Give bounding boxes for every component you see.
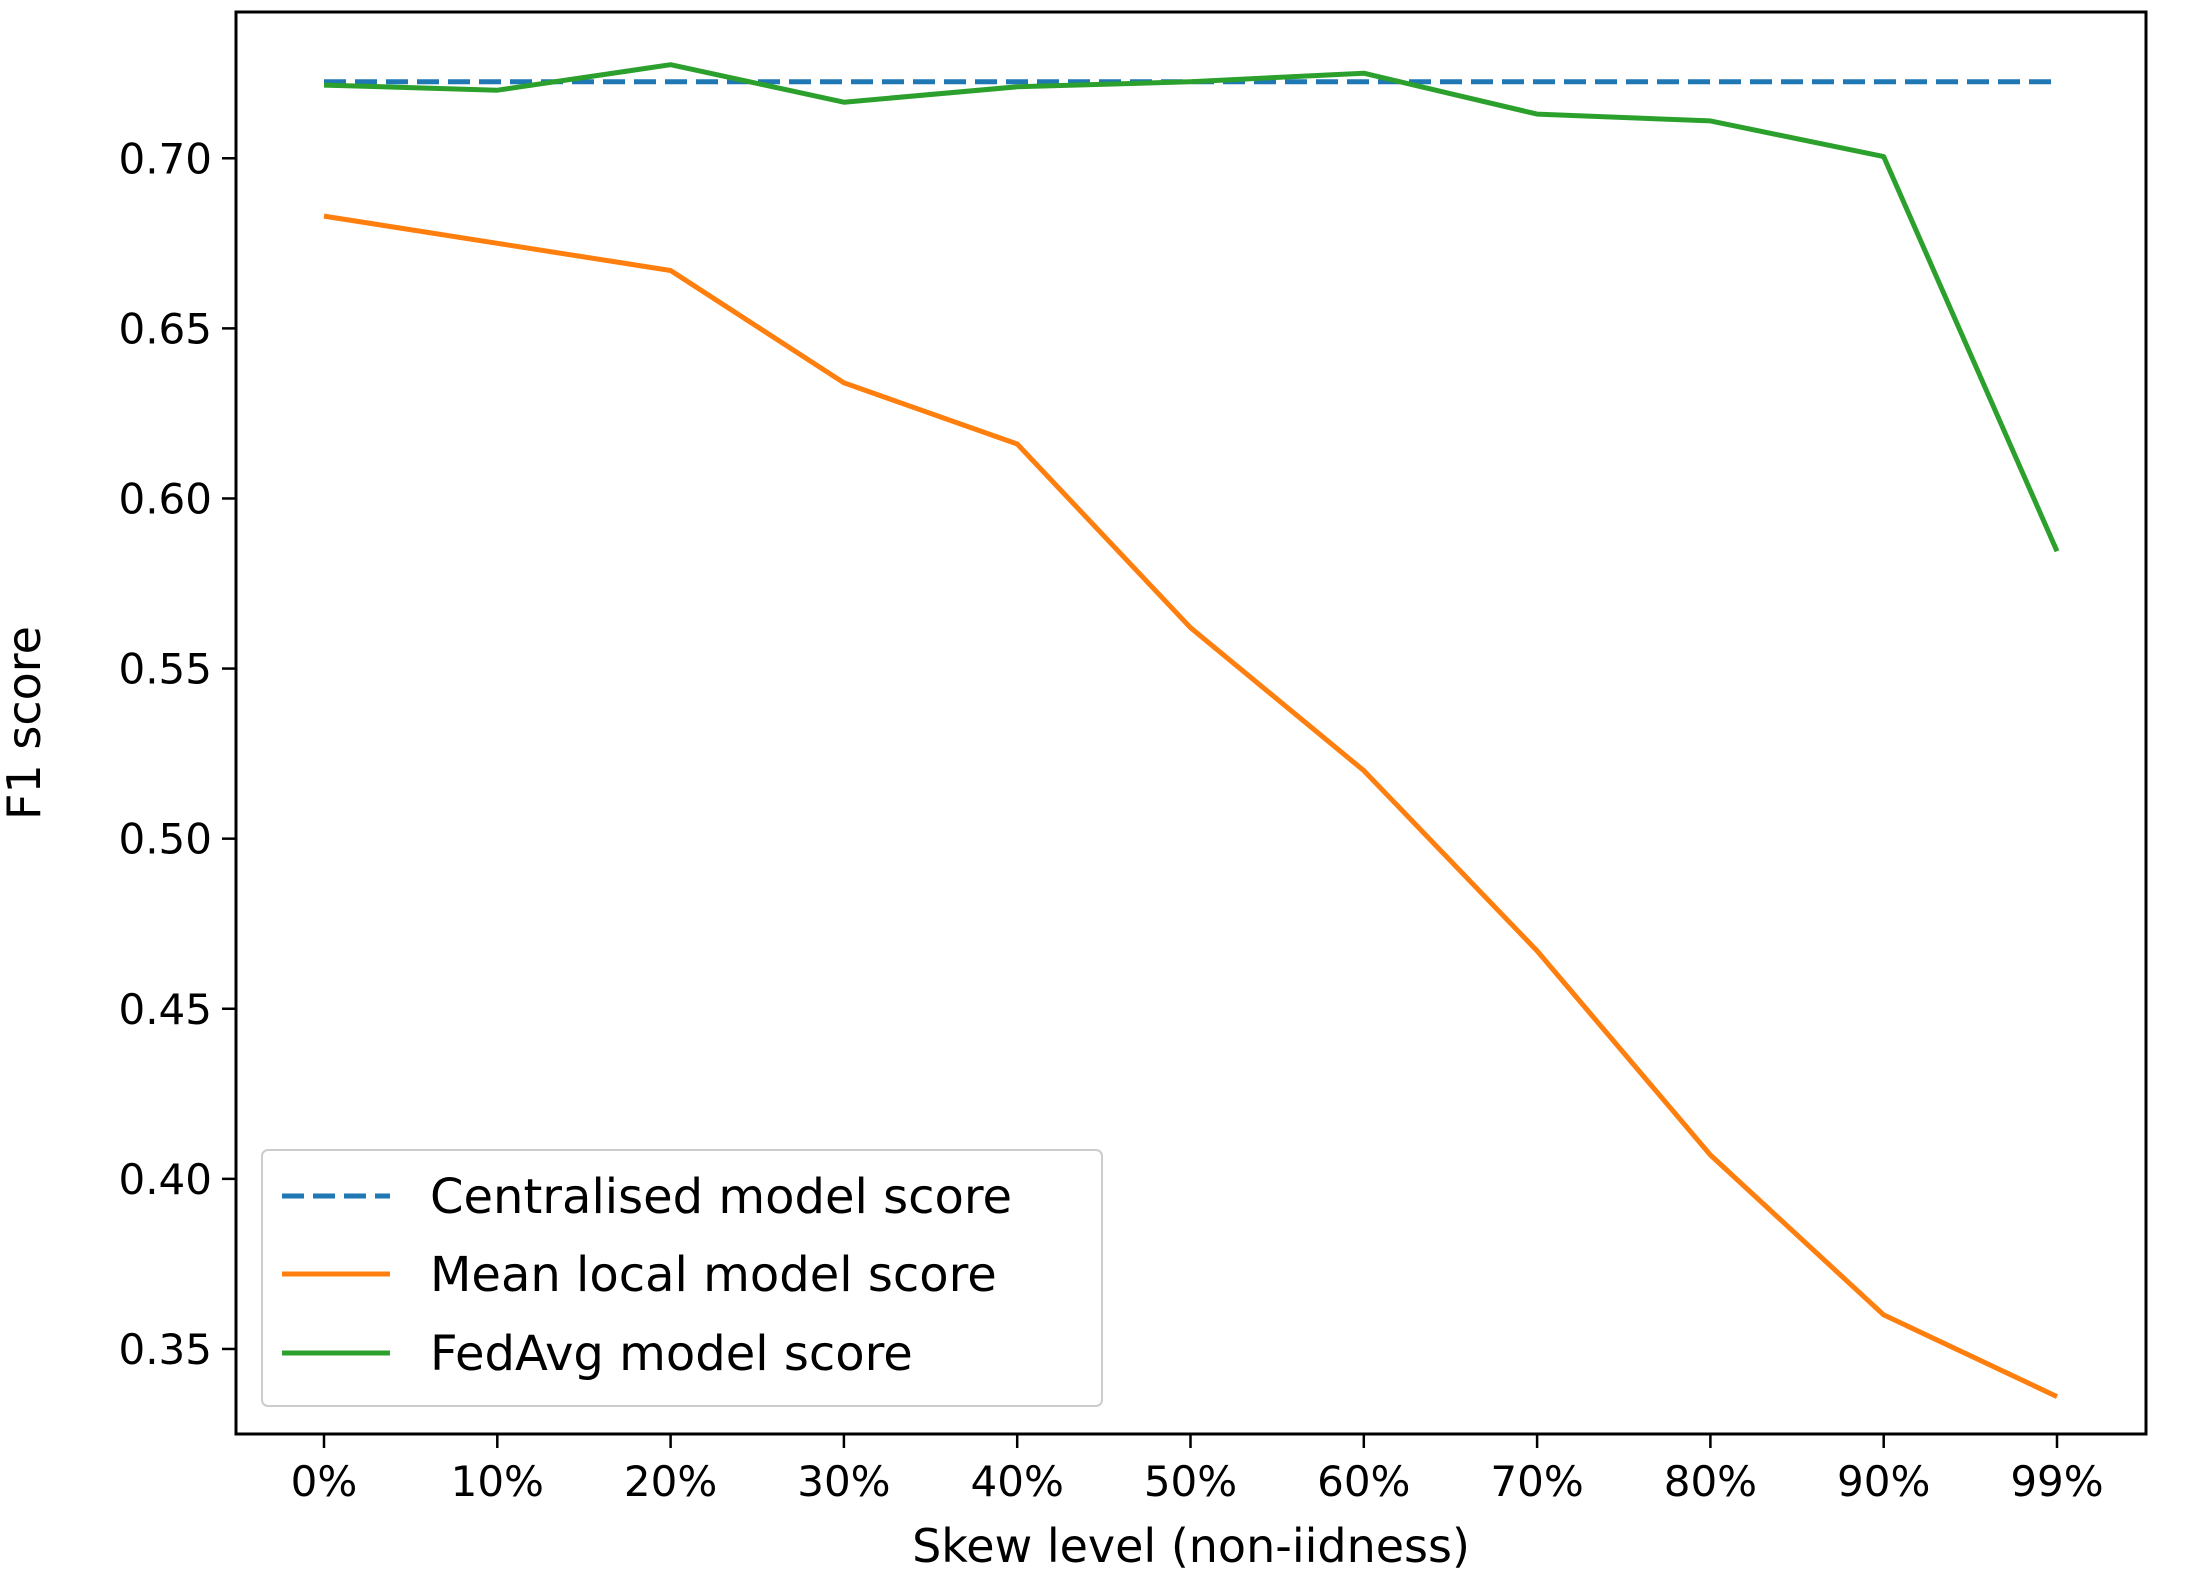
x-axis-label: Skew level (non-iidness)	[912, 1519, 1470, 1573]
x-tick-label: 70%	[1490, 1457, 1583, 1506]
series-line-3	[323, 62, 2060, 553]
x-tick-label: 99%	[2010, 1457, 2103, 1506]
x-tick-label: 10%	[451, 1457, 544, 1506]
axis-ticks: 0% 10% 20% 30% 40% 50% 60% 70% 80% 90% 99% 0.35 0.40…	[118, 134, 2103, 1506]
x-tick-label: 40%	[971, 1457, 1064, 1506]
y-tick-label: 0.70	[118, 134, 212, 183]
legend-label-2: Mean local model score	[430, 1247, 997, 1303]
x-tick-label: 90%	[1837, 1457, 1930, 1506]
y-tick-label: 0.40	[118, 1155, 212, 1204]
legend-label-3: FedAvg model score	[430, 1326, 913, 1382]
legend-box	[261, 1149, 1103, 1407]
y-tick-label: 0.55	[118, 645, 212, 694]
x-tick-label: 80%	[1664, 1457, 1757, 1506]
x-tick-label: 0%	[291, 1457, 358, 1506]
y-tick-label: 0.45	[118, 985, 212, 1034]
y-tick-label: 0.50	[118, 815, 212, 864]
x-tick-label: 30%	[797, 1457, 890, 1506]
y-axis-label: F1 score	[0, 626, 51, 820]
series-lines	[323, 62, 2060, 1399]
series-line-2	[323, 213, 2059, 1399]
x-tick-label: 20%	[624, 1457, 717, 1506]
legend-label-1: Centralised model score	[430, 1169, 1012, 1225]
y-tick-label: 0.60	[118, 474, 212, 523]
x-tick-label: 50%	[1144, 1457, 1237, 1506]
y-tick-label: 0.35	[118, 1325, 212, 1374]
x-tick-label: 60%	[1317, 1457, 1410, 1506]
legend: Centralised model score Mean local model …	[261, 1149, 1103, 1407]
y-tick-label: 0.65	[118, 304, 212, 353]
